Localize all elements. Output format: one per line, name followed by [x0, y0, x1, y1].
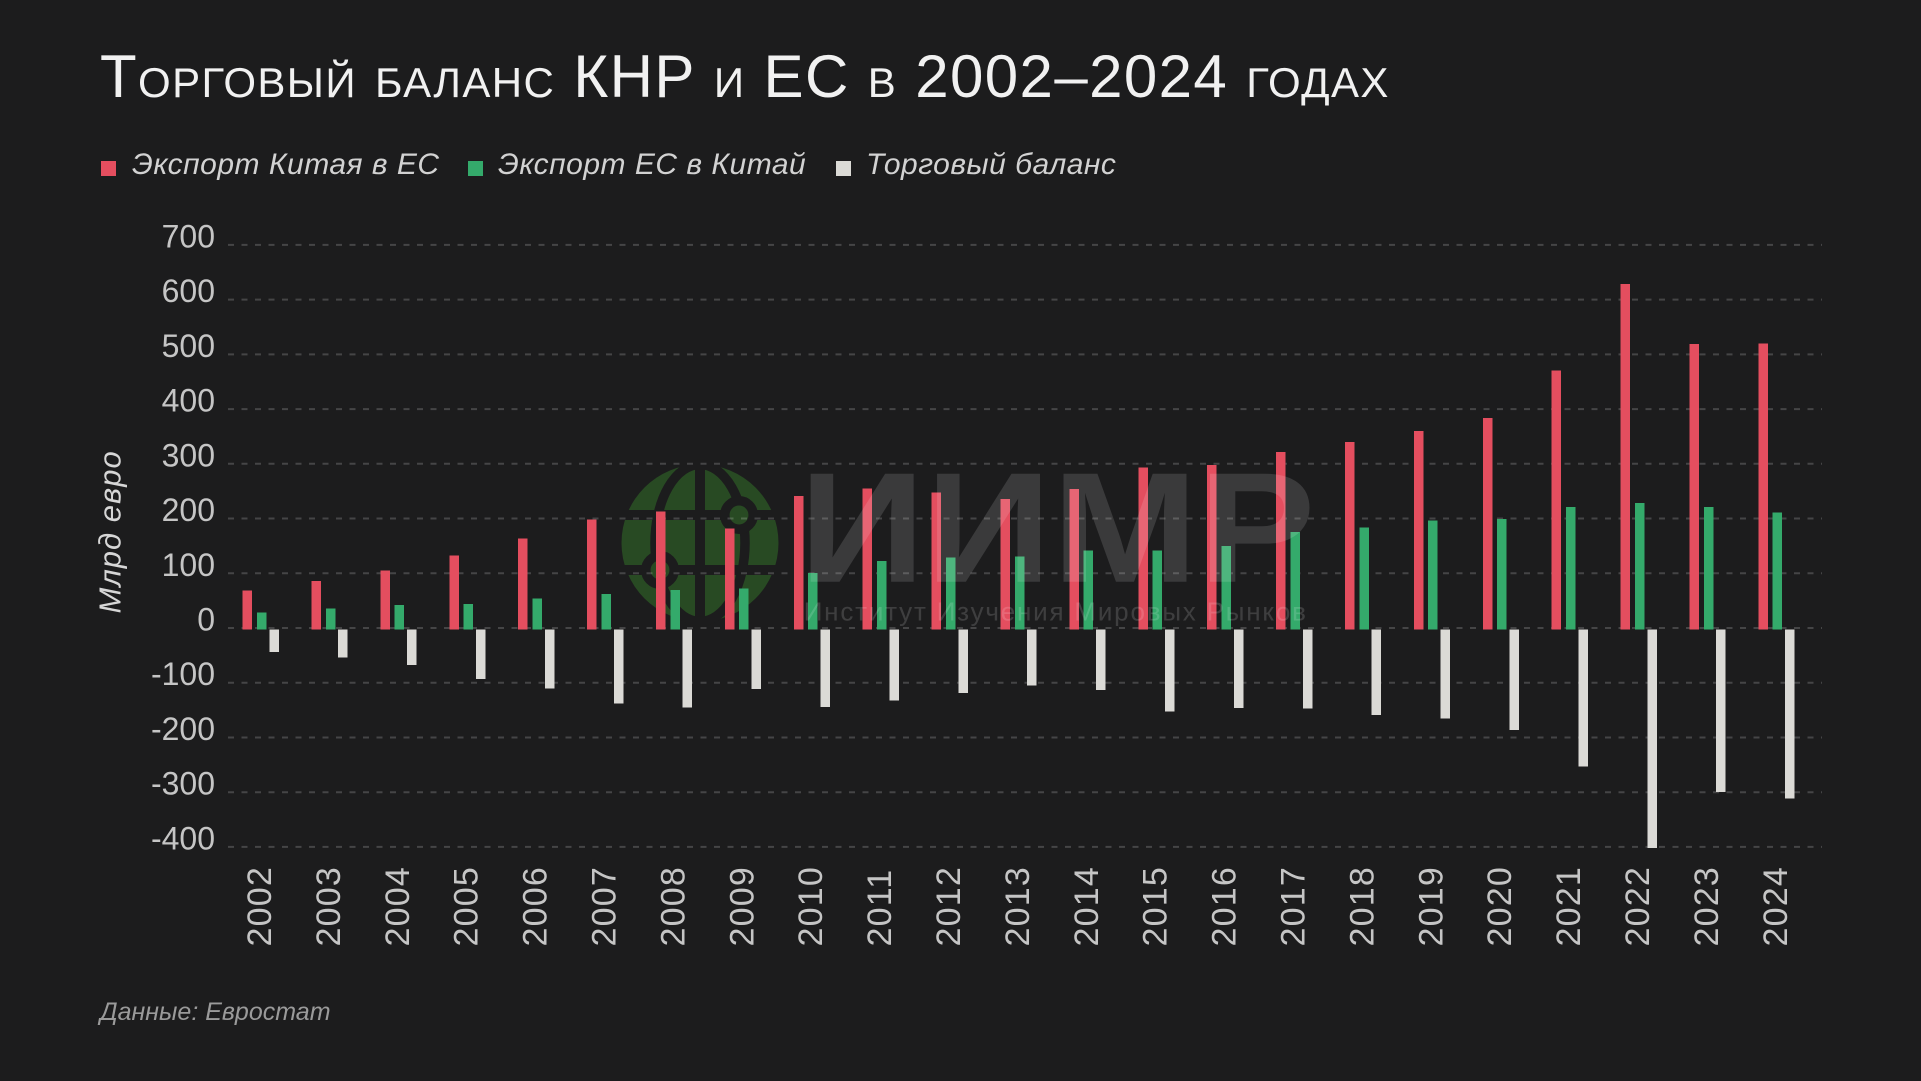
- svg-text:-400: -400: [151, 820, 215, 856]
- svg-text:-200: -200: [151, 711, 215, 747]
- svg-text:2002: 2002: [241, 866, 279, 946]
- svg-text:2012: 2012: [930, 866, 968, 946]
- svg-text:2022: 2022: [1619, 866, 1657, 946]
- svg-text:Институт Изучения Мировых Рынк: Институт Изучения Мировых Рынков: [804, 597, 1308, 627]
- svg-text:2005: 2005: [448, 866, 486, 946]
- svg-text:2020: 2020: [1481, 866, 1519, 946]
- svg-text:-300: -300: [151, 766, 215, 802]
- svg-text:2018: 2018: [1343, 866, 1381, 946]
- svg-text:Млрд евро: Млрд евро: [93, 450, 128, 613]
- svg-text:2014: 2014: [1068, 866, 1106, 946]
- svg-text:2016: 2016: [1206, 866, 1244, 946]
- svg-text:2009: 2009: [723, 866, 761, 946]
- svg-text:100: 100: [162, 547, 215, 583]
- svg-text:500: 500: [162, 328, 215, 364]
- svg-text:2017: 2017: [1275, 866, 1313, 946]
- svg-text:2003: 2003: [310, 866, 348, 946]
- svg-text:2019: 2019: [1412, 866, 1450, 946]
- svg-text:700: 700: [162, 218, 215, 254]
- svg-text:600: 600: [162, 273, 215, 309]
- svg-text:200: 200: [162, 492, 215, 528]
- svg-text:2011: 2011: [861, 869, 899, 947]
- svg-text:ИИМР: ИИМР: [799, 440, 1315, 615]
- svg-text:2021: 2021: [1550, 866, 1588, 946]
- svg-text:0: 0: [197, 602, 215, 638]
- svg-text:2004: 2004: [379, 866, 417, 946]
- svg-text:2023: 2023: [1688, 866, 1726, 946]
- svg-text:2007: 2007: [586, 866, 624, 946]
- svg-text:2006: 2006: [517, 866, 555, 946]
- svg-text:2013: 2013: [999, 866, 1037, 946]
- svg-text:2024: 2024: [1757, 866, 1795, 946]
- svg-text:400: 400: [162, 383, 215, 419]
- svg-text:-100: -100: [151, 656, 215, 692]
- svg-text:2010: 2010: [792, 866, 830, 946]
- svg-text:300: 300: [162, 437, 215, 473]
- svg-text:2015: 2015: [1137, 866, 1175, 946]
- svg-text:2008: 2008: [654, 866, 692, 946]
